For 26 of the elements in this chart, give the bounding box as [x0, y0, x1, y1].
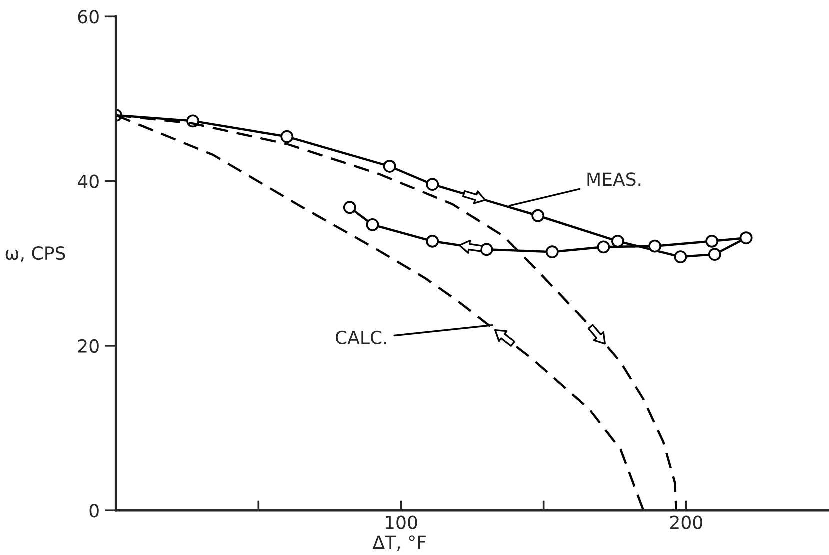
x-tick-label: 200 [670, 516, 702, 530]
point [532, 209, 545, 222]
point [480, 243, 494, 256]
x-axis-title: ΔT, °F [372, 536, 426, 552]
point [343, 201, 356, 214]
point [383, 160, 396, 173]
x-tick-label: 100 [386, 516, 418, 530]
point [366, 218, 380, 232]
point [546, 246, 559, 259]
point [648, 240, 662, 253]
y-tick-label: 60 [78, 10, 99, 24]
y-axis-title: ω, CPS [6, 246, 66, 262]
y-tick-label: 40 [78, 174, 99, 188]
y-tick-label: 20 [78, 339, 99, 354]
point [597, 240, 610, 254]
point [706, 234, 719, 248]
annotation: MEAS. [588, 172, 641, 186]
y-tick-label: 0 [90, 504, 99, 518]
point [426, 178, 440, 192]
point [426, 234, 440, 248]
point [674, 250, 688, 264]
point [612, 234, 624, 248]
point [280, 130, 294, 144]
point [740, 232, 753, 245]
point [708, 248, 722, 262]
annotation: CALC. [336, 330, 386, 344]
